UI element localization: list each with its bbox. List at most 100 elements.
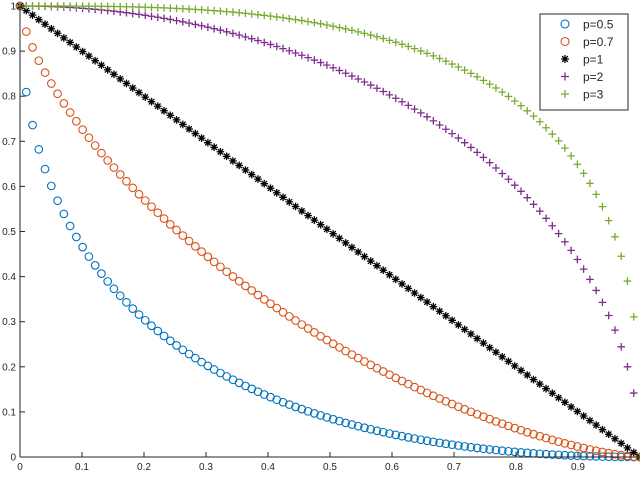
data-point	[485, 158, 494, 167]
data-point	[579, 412, 588, 420]
data-point	[585, 445, 595, 454]
data-point	[28, 43, 37, 52]
data-point	[379, 266, 388, 275]
data-point	[247, 34, 256, 43]
data-point	[341, 239, 350, 247]
data-point	[497, 419, 507, 429]
data-point	[159, 214, 169, 223]
data-point	[115, 291, 125, 301]
legend-item: p=2	[561, 70, 604, 84]
data-point	[441, 439, 451, 449]
y-tick-label: 0.4	[2, 272, 16, 283]
data-point	[316, 331, 325, 341]
data-point	[492, 348, 500, 357]
data-point	[611, 434, 619, 443]
data-point	[554, 450, 563, 460]
data-point	[109, 284, 119, 294]
data-point	[134, 189, 144, 199]
data-point	[178, 345, 188, 355]
data-point	[28, 120, 37, 130]
legend-marker	[561, 72, 569, 81]
data-point	[629, 448, 638, 457]
data-point	[372, 426, 382, 436]
data-point	[479, 153, 488, 162]
data-point	[160, 14, 168, 23]
data-point	[254, 10, 262, 19]
y-tick-label: 0.7	[2, 137, 16, 148]
data-point	[191, 353, 200, 363]
data-point	[535, 207, 544, 215]
data-point	[254, 175, 262, 183]
data-point	[429, 52, 438, 60]
data-point	[322, 335, 332, 345]
data-point	[373, 32, 381, 41]
y-axis-ticks: 0 0.1 0.2 0.3 0.4 0.5 0.6 0.7 0.8 0.9 1	[2, 2, 25, 464]
data-point	[147, 202, 156, 212]
data-point	[585, 451, 595, 461]
series-p=0.5	[15, 1, 640, 462]
data-point	[178, 231, 188, 240]
data-point	[548, 389, 557, 398]
x-tick-label: 0.3	[199, 462, 213, 473]
data-point	[573, 451, 582, 461]
data-point	[529, 429, 538, 439]
data-point	[360, 29, 369, 38]
data-point	[335, 343, 344, 352]
data-point	[204, 23, 212, 32]
data-point	[598, 425, 607, 434]
data-point	[47, 24, 56, 33]
data-point	[623, 451, 632, 461]
data-point	[592, 421, 600, 429]
data-point	[122, 297, 131, 307]
data-point	[28, 11, 37, 19]
legend-box	[539, 13, 629, 111]
data-point	[222, 267, 232, 277]
data-point	[354, 248, 362, 256]
data-point	[285, 46, 294, 55]
data-point	[66, 38, 74, 47]
data-point	[184, 236, 194, 246]
y-tick-label: 0.6	[2, 182, 16, 193]
data-point	[554, 137, 563, 145]
data-point	[284, 312, 294, 321]
data-point	[297, 320, 307, 329]
data-point	[510, 181, 519, 189]
data-point	[210, 143, 218, 152]
data-point	[541, 449, 551, 459]
x-tick-label: 0.7	[447, 462, 461, 473]
data-point	[429, 302, 438, 311]
data-point	[398, 40, 406, 49]
data-point	[598, 202, 607, 211]
data-point	[354, 28, 362, 36]
data-point	[329, 22, 337, 31]
y-tick-label: 0.9	[2, 47, 16, 58]
data-point	[567, 403, 575, 411]
data-point	[21, 87, 31, 97]
data-point	[448, 129, 456, 138]
data-point	[229, 157, 237, 165]
data-point	[561, 237, 569, 246]
data-point	[272, 42, 281, 51]
data-point	[435, 54, 444, 63]
data-point	[135, 88, 143, 97]
data-point	[153, 326, 163, 336]
data-point	[172, 116, 181, 124]
data-point	[610, 449, 620, 459]
data-point	[285, 198, 294, 206]
data-point	[522, 427, 532, 437]
y-tick-label: 0.1	[2, 407, 16, 418]
data-point	[417, 293, 425, 302]
data-point	[197, 357, 206, 367]
data-point	[310, 216, 319, 224]
data-point	[291, 402, 300, 412]
data-point	[103, 277, 113, 286]
data-point	[428, 437, 438, 447]
data-point	[598, 298, 607, 307]
data-point	[34, 15, 43, 24]
data-point	[84, 133, 94, 143]
data-point	[498, 169, 507, 178]
data-point	[560, 450, 570, 460]
legend: p=0.5 p=0.7 p=1 p=2 p=3	[539, 13, 629, 111]
data-point	[535, 380, 544, 388]
data-point	[316, 58, 325, 67]
